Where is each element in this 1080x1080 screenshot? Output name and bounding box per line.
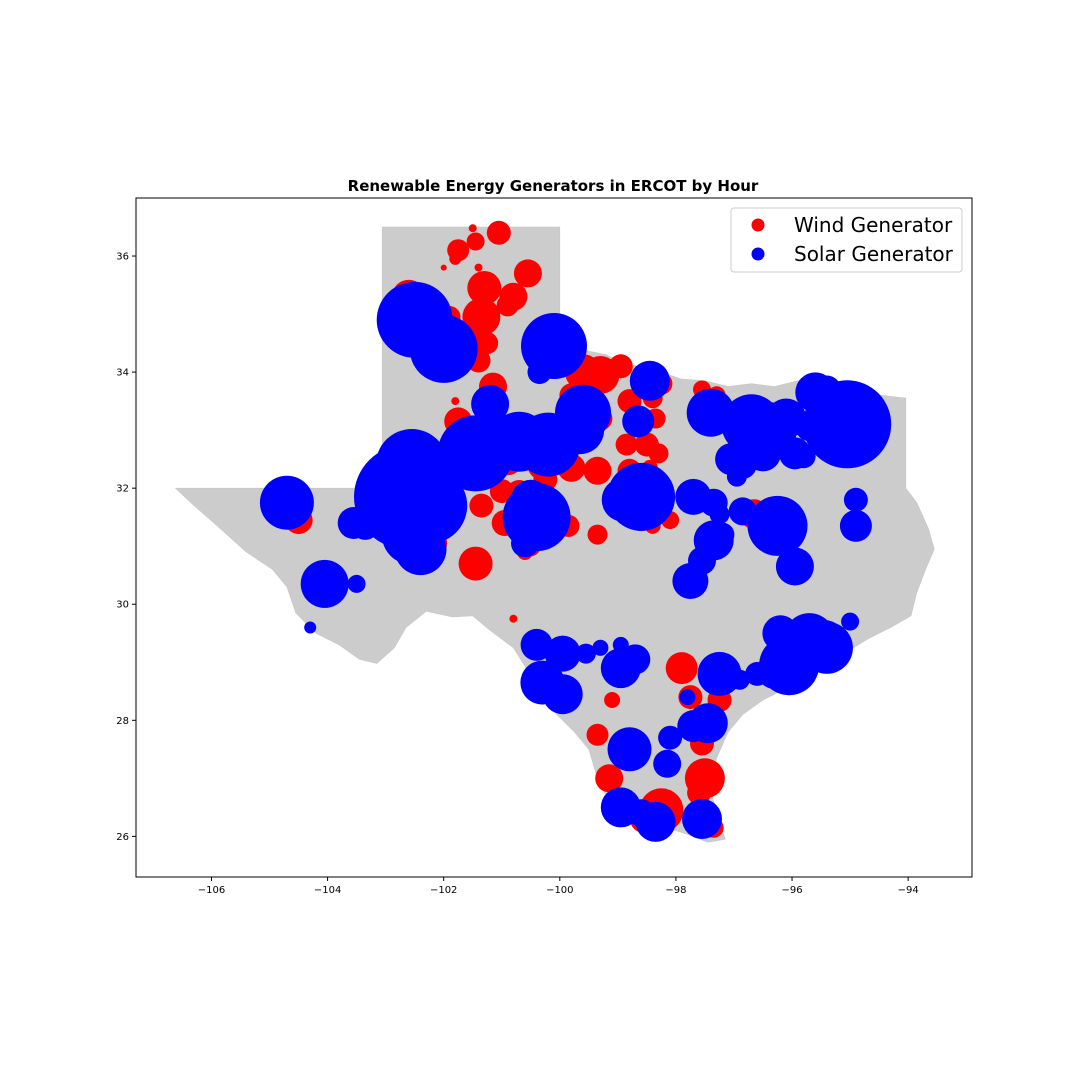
solar-generator-point bbox=[795, 413, 824, 442]
wind-generator-point bbox=[474, 263, 483, 272]
y-tick-label: 34 bbox=[116, 368, 129, 379]
wind-generator-point bbox=[458, 546, 493, 581]
solar-generator-point bbox=[607, 727, 652, 772]
legend-wind-label: Wind Generator bbox=[794, 213, 953, 237]
solar-generator-point bbox=[259, 475, 314, 530]
x-tick-label: −100 bbox=[546, 885, 573, 896]
solar-generator-point bbox=[629, 360, 670, 401]
x-tick-label: −94 bbox=[898, 885, 919, 896]
solar-generator-point bbox=[791, 444, 816, 469]
wind-generator-point bbox=[595, 764, 624, 793]
solar-generator-point bbox=[520, 628, 553, 661]
generator-markers bbox=[259, 220, 892, 842]
solar-generator-point bbox=[516, 412, 581, 477]
solar-generator-point bbox=[612, 636, 629, 653]
solar-generator-point bbox=[745, 661, 770, 686]
wind-generator-point bbox=[440, 264, 447, 271]
y-tick-label: 36 bbox=[116, 252, 129, 263]
wind-generator-point bbox=[469, 493, 494, 518]
solar-generator-point bbox=[775, 547, 814, 586]
solar-generator-point bbox=[544, 635, 581, 672]
solar-generator-point bbox=[709, 504, 730, 525]
solar-generator-point bbox=[710, 522, 735, 547]
solar-generator-point bbox=[839, 509, 872, 542]
legend: Wind Generator Solar Generator bbox=[730, 207, 963, 273]
legend-box bbox=[730, 207, 963, 273]
wind-generator-point bbox=[509, 614, 518, 623]
wind-generator-point bbox=[462, 298, 501, 336]
wind-generator-point bbox=[587, 524, 608, 545]
solar-generator-point bbox=[437, 415, 514, 492]
solar-generator-point bbox=[601, 477, 646, 522]
solar-generator-point bbox=[300, 559, 349, 608]
solar-generator-point bbox=[511, 529, 539, 558]
wind-generator-point bbox=[467, 271, 502, 305]
solar-generator-point bbox=[592, 639, 609, 656]
wind-generator-point bbox=[586, 723, 609, 746]
solar-generator-point bbox=[620, 644, 651, 675]
y-axis: 26 28 30 32 34 36 bbox=[116, 252, 136, 843]
chart-title: Renewable Energy Generators in ERCOT by … bbox=[348, 177, 759, 195]
solar-generator-point bbox=[471, 385, 510, 423]
y-tick-label: 26 bbox=[116, 832, 129, 843]
wind-generator-point bbox=[449, 252, 462, 265]
solar-generator-point bbox=[747, 495, 808, 556]
solar-generator-point bbox=[542, 674, 583, 715]
x-tick-label: −98 bbox=[665, 885, 686, 896]
y-tick-label: 28 bbox=[116, 716, 129, 727]
solar-generator-point bbox=[658, 725, 683, 750]
plot-frame bbox=[135, 197, 973, 878]
solar-generator-point bbox=[347, 574, 366, 593]
wind-generator-point bbox=[451, 397, 460, 406]
wind-generator-point bbox=[665, 652, 698, 685]
wind-generator-point bbox=[513, 259, 542, 288]
wind-generator-point bbox=[583, 456, 612, 485]
solar-generator-point bbox=[726, 466, 747, 487]
solar-generator-point bbox=[653, 749, 682, 778]
x-axis: −106 −104 −102 −100 −98 −96 −94 bbox=[198, 877, 919, 896]
x-tick-label: −102 bbox=[430, 885, 457, 896]
wind-generator-point bbox=[604, 692, 621, 708]
solar-generator-point bbox=[697, 651, 742, 696]
wind-generator-point bbox=[687, 780, 712, 805]
wind-generator-point bbox=[486, 220, 511, 245]
legend-wind-marker bbox=[751, 218, 765, 232]
wind-generator-point bbox=[466, 232, 485, 251]
solar-generator-point bbox=[672, 563, 709, 599]
solar-generator-point bbox=[622, 405, 655, 438]
solar-generator-point bbox=[575, 643, 596, 664]
wind-generator-point bbox=[648, 443, 669, 464]
wind-generator-point bbox=[468, 224, 477, 233]
wind-generator-point bbox=[496, 294, 519, 317]
legend-solar-marker bbox=[751, 247, 765, 261]
solar-generator-point bbox=[627, 799, 656, 828]
solar-generator-point bbox=[394, 523, 447, 576]
solar-generator-point bbox=[679, 689, 696, 706]
x-tick-label: −106 bbox=[198, 885, 225, 896]
solar-generator-point bbox=[527, 360, 552, 385]
y-tick-label: 32 bbox=[116, 484, 129, 495]
solar-generator-point bbox=[677, 710, 710, 743]
solar-series bbox=[259, 281, 892, 842]
solar-generator-point bbox=[803, 380, 892, 469]
x-tick-label: −104 bbox=[314, 885, 341, 896]
solar-generator-point bbox=[841, 612, 860, 631]
wind-generator-point bbox=[476, 332, 499, 355]
solar-generator-point bbox=[351, 511, 380, 540]
wind-generator-point bbox=[608, 354, 633, 379]
legend-solar-label: Solar Generator bbox=[794, 242, 954, 266]
solar-generator-point bbox=[843, 487, 868, 512]
x-tick-label: −96 bbox=[781, 885, 802, 896]
y-tick-label: 30 bbox=[116, 600, 129, 611]
solar-generator-point bbox=[682, 799, 722, 839]
wind-generator-point bbox=[615, 433, 638, 456]
solar-generator-point bbox=[304, 621, 317, 634]
solar-generator-point bbox=[409, 314, 478, 383]
